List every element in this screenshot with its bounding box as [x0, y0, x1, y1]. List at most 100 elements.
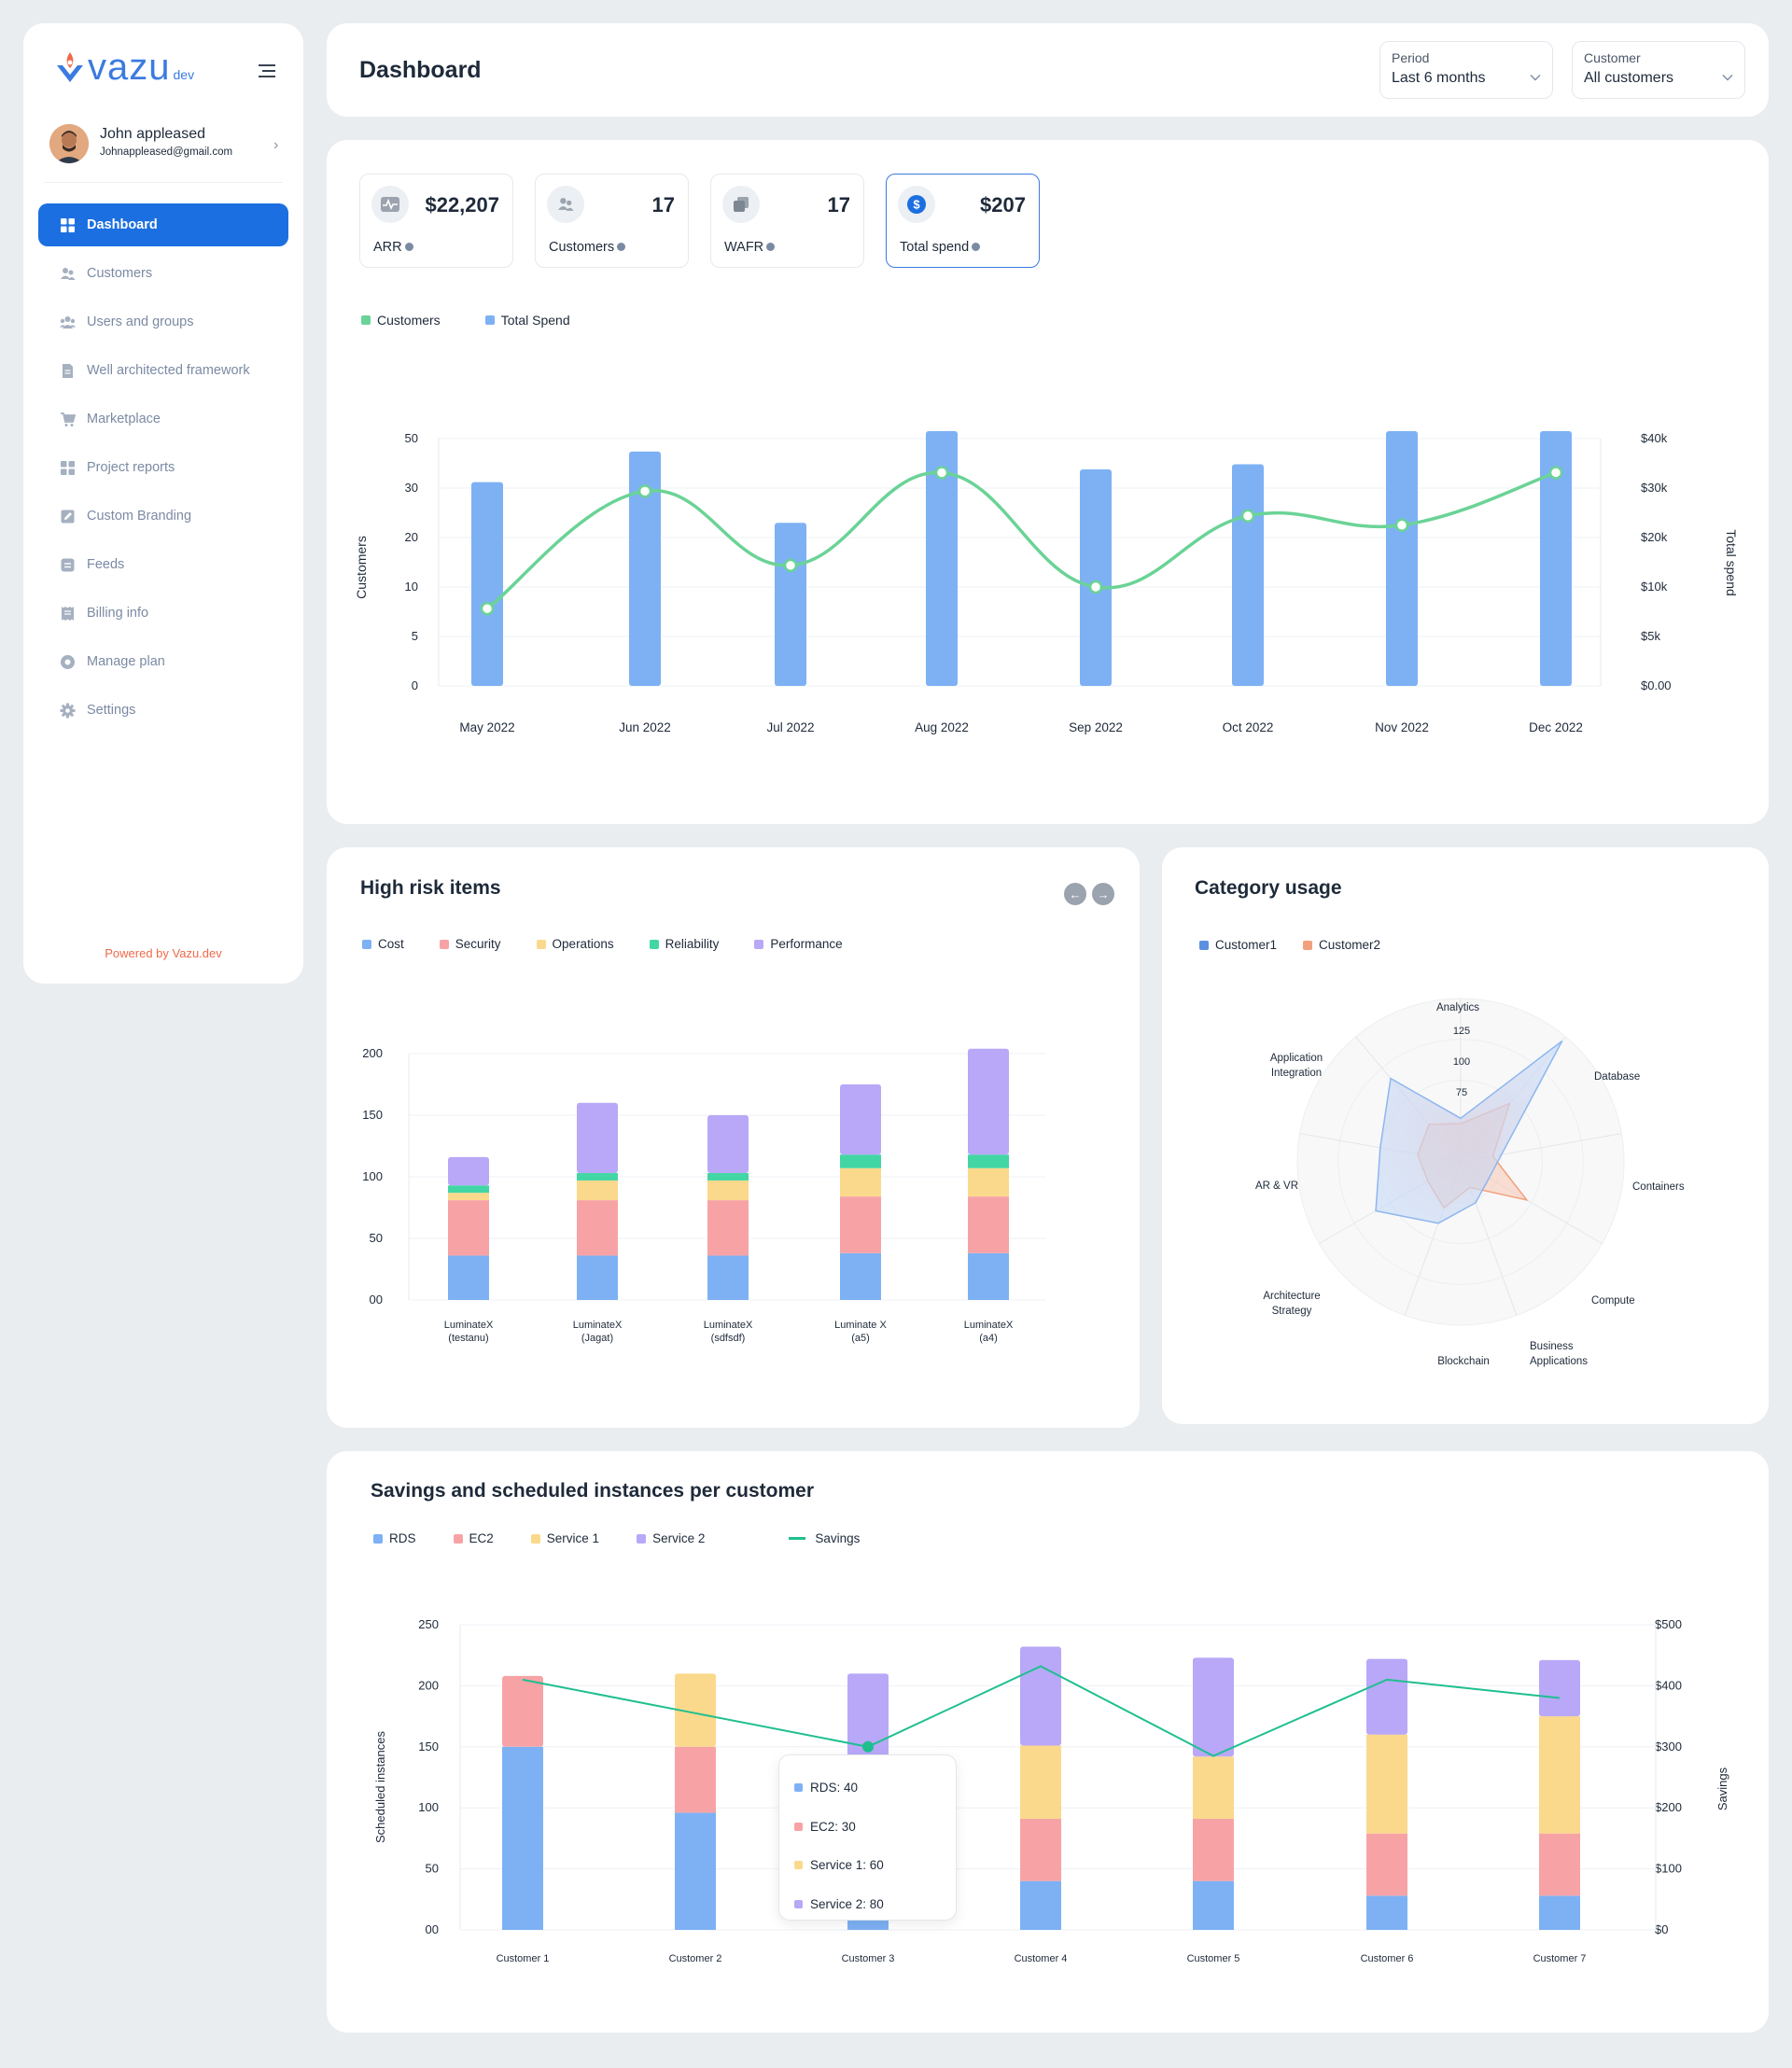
- legend-item-reliability[interactable]: Reliability: [649, 937, 719, 951]
- receipt-icon: [59, 605, 76, 622]
- spend-bar: [471, 482, 503, 686]
- savings-bar-segment: [675, 1812, 716, 1930]
- sidebar-item-marketplace[interactable]: Marketplace: [38, 398, 288, 440]
- legend-label: Security: [455, 937, 501, 951]
- spend-bar: [1080, 468, 1112, 686]
- svg-text:$: $: [913, 198, 920, 212]
- cart-icon: [59, 411, 76, 427]
- customer-value: All customers: [1584, 70, 1674, 86]
- risk-bar-segment: [577, 1200, 618, 1256]
- stat-card-customers[interactable]: 17 Customers: [535, 174, 689, 268]
- sidebar-item-users-and-groups[interactable]: Users and groups: [38, 300, 288, 343]
- user-email: Johnappleased@gmail.com: [100, 147, 233, 158]
- sidebar-item-billing-info[interactable]: Billing info: [38, 592, 288, 635]
- sidebar-item-project-reports[interactable]: Project reports: [38, 446, 288, 489]
- legend-label: Performance: [770, 937, 843, 951]
- sidebar-item-dashboard[interactable]: Dashboard: [38, 203, 288, 246]
- y-axis-label: Customers: [354, 536, 369, 599]
- x-tick-label: Customer 2: [669, 1953, 722, 1964]
- legend-item-cost[interactable]: Cost: [362, 937, 404, 951]
- x-tick-label: Customer 5: [1187, 1953, 1240, 1964]
- y2-tick-label: $100: [1655, 1862, 1682, 1876]
- pulse-icon: [371, 186, 409, 223]
- x-tick-label: May 2022: [459, 720, 514, 734]
- arrow-left-icon[interactable]: ←: [1064, 883, 1086, 905]
- customer1-area: [1375, 1040, 1563, 1224]
- sidebar-item-label: Customers: [87, 266, 153, 281]
- stat-label-text: Customers: [549, 240, 615, 255]
- customer-select[interactable]: Customer All customers: [1572, 41, 1745, 99]
- savings-bar-segment: [502, 1746, 543, 1930]
- legend-label: RDS: [389, 1531, 416, 1545]
- sidebar-item-settings[interactable]: Settings: [38, 689, 288, 732]
- legend-item-customer1[interactable]: Customer1: [1199, 938, 1277, 952]
- info-icon[interactable]: [972, 243, 981, 251]
- chevron-right-icon[interactable]: ›: [273, 137, 279, 153]
- stat-label: Customers: [549, 240, 626, 255]
- legend-item-total-spend[interactable]: Total Spend: [484, 313, 570, 328]
- legend-item-rds[interactable]: RDS: [373, 1531, 416, 1545]
- legend-item-security[interactable]: Security: [439, 937, 501, 951]
- period-select[interactable]: Period Last 6 months: [1379, 41, 1553, 99]
- x-tick-label: Jul 2022: [766, 720, 814, 734]
- vazu-logo[interactable]: vazu dev: [54, 49, 194, 86]
- stat-card-arr[interactable]: $22,207 ARR: [359, 174, 513, 268]
- stat-card-wafr[interactable]: 17 WAFR: [710, 174, 864, 268]
- info-icon[interactable]: [617, 243, 626, 251]
- y2-tick-label: $30k: [1641, 481, 1668, 495]
- y2-tick-label: $20k: [1641, 530, 1668, 544]
- y-tick-label: 00: [426, 1922, 439, 1936]
- savings-card: Savings and scheduled instances per cust…: [327, 1451, 1769, 2033]
- legend-item-customers[interactable]: Customers: [361, 313, 441, 328]
- info-icon[interactable]: [404, 243, 413, 251]
- risk-bar-segment: [448, 1185, 489, 1194]
- savings-bar-segment: [1366, 1658, 1407, 1735]
- x-tick-label: Customer 4: [1015, 1953, 1068, 1964]
- chevron-down-icon: [1530, 75, 1541, 81]
- legend-item-customer2[interactable]: Customer2: [1303, 938, 1380, 952]
- sidebar-item-custom-branding[interactable]: Custom Branding: [38, 495, 288, 538]
- risk-bar-segment: [577, 1102, 618, 1174]
- hamburger-menu-icon[interactable]: [255, 61, 279, 81]
- logo-suffix: dev: [173, 67, 195, 82]
- customers-point: [1088, 580, 1103, 594]
- customers-point: [1548, 466, 1563, 480]
- user-pair-icon: [59, 265, 76, 282]
- legend-item-operations[interactable]: Operations: [536, 937, 614, 951]
- tooltip-row: Service 1: 60: [794, 1846, 941, 1885]
- sidebar-item-feeds[interactable]: Feeds: [38, 543, 288, 586]
- x-tick-label: LuminateX: [444, 1320, 494, 1331]
- customers-line: [485, 470, 1557, 610]
- legend-swatch: [1303, 940, 1313, 950]
- sidebar-item-customers[interactable]: Customers: [38, 252, 288, 295]
- layers-icon: [722, 186, 760, 223]
- chart-legend: RDS EC2 Service 1 Service 2 Savings: [373, 1531, 860, 1545]
- info-icon[interactable]: [766, 243, 776, 251]
- legend-item-service-1[interactable]: Service 1: [530, 1531, 599, 1545]
- legend-item-performance[interactable]: Performance: [754, 937, 843, 951]
- y2-tick-label: $500: [1655, 1617, 1682, 1631]
- legend-swatch: [439, 939, 449, 949]
- y2-tick-label: $200: [1655, 1800, 1682, 1814]
- period-value: Last 6 months: [1392, 70, 1486, 86]
- y2-tick-label: $40k: [1641, 431, 1668, 445]
- radar-axis-label: Integration: [1271, 1068, 1322, 1079]
- arrow-right-icon[interactable]: →: [1092, 883, 1114, 905]
- x-tick-label: Nov 2022: [1375, 720, 1429, 734]
- stat-card-total-spend[interactable]: $ $207 Total spend: [886, 174, 1040, 268]
- stat-label: Total spend: [900, 240, 981, 255]
- sidebar-item-well-architected-framework[interactable]: Well architected framework: [38, 349, 288, 392]
- customers-point: [1394, 518, 1409, 532]
- tooltip-swatch: [794, 1822, 803, 1831]
- legend-item-ec2[interactable]: EC2: [453, 1531, 494, 1545]
- x-tick-label: Sep 2022: [1069, 720, 1123, 734]
- savings-bar-segment: [1193, 1756, 1234, 1819]
- legend-item-savings[interactable]: Savings: [789, 1531, 860, 1545]
- legend-swatch: [484, 315, 495, 325]
- savings-bar-segment: [1539, 1833, 1580, 1896]
- category-radar-chart: Analytics Database Containers Compute Busine…: [1255, 998, 1685, 1367]
- sidebar-item-manage-plan[interactable]: Manage plan: [38, 640, 288, 683]
- user-profile[interactable]: John appleased Johnappleased@gmail.com ›: [49, 124, 283, 180]
- tooltip-text: Service 1: 60: [810, 1858, 884, 1873]
- legend-item-service-2[interactable]: Service 2: [637, 1531, 705, 1545]
